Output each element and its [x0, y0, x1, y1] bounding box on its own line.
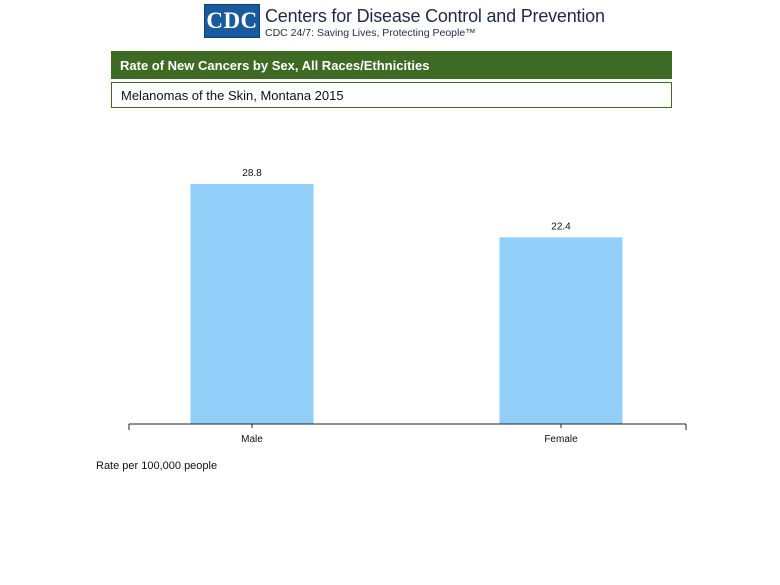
data-label-female: 22.4: [551, 221, 571, 232]
chart-subtitle: Melanomas of the Skin, Montana 2015: [111, 82, 672, 108]
x-tick-label-female: Female: [544, 434, 578, 445]
bar-male: [190, 183, 314, 424]
organization-name: Centers for Disease Control and Preventi…: [265, 6, 605, 26]
cdc-logo: CDC: [204, 4, 260, 38]
x-tick-label-male: Male: [241, 434, 263, 445]
data-label-male: 28.8: [242, 168, 262, 179]
chart-footnote: Rate per 100,000 people: [96, 460, 218, 472]
bar-female: [499, 237, 623, 424]
organization-tagline: CDC 24/7: Saving Lives, Protecting Peopl…: [265, 27, 476, 39]
cdc-header: CDC Centers for Disease Control and Prev…: [204, 4, 624, 44]
chart-title: Rate of New Cancers by Sex, All Races/Et…: [111, 51, 672, 79]
